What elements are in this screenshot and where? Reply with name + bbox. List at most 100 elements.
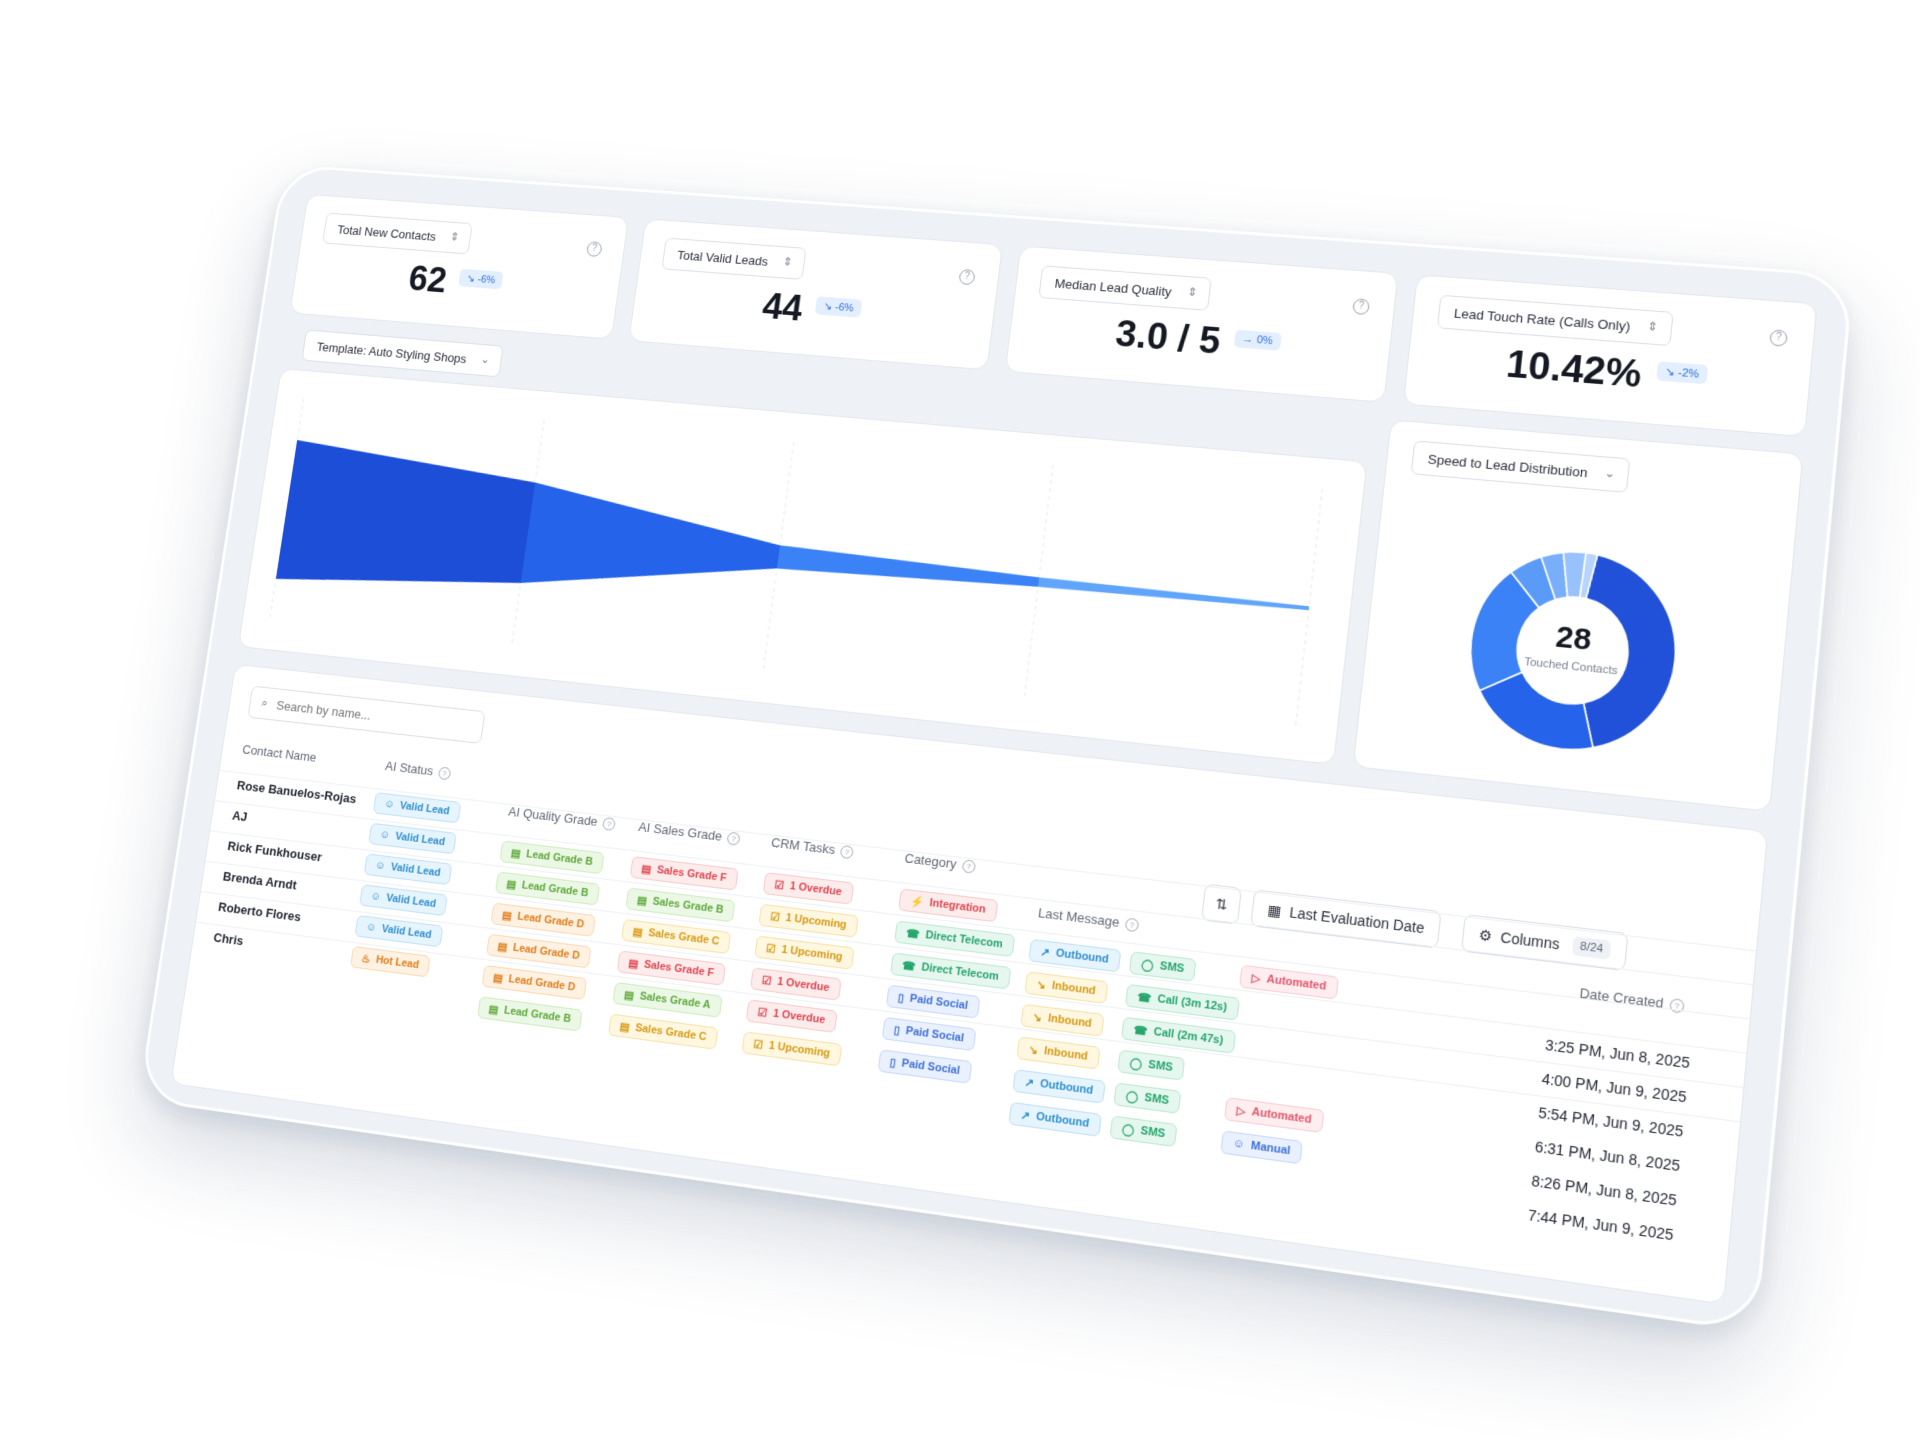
badge-label: Paid Social	[901, 1057, 961, 1077]
user-check-icon: ♨	[361, 952, 372, 966]
help-icon: ?	[840, 845, 854, 859]
phone-icon: ☎	[1137, 990, 1152, 1005]
kpi-value: 3.0 / 5 → 0%	[1009, 306, 1391, 377]
badge-label: 1 Overdue	[789, 880, 843, 898]
header-label: AI Status	[384, 758, 434, 778]
message-type-badge: ▷ Automated	[1224, 1097, 1324, 1133]
badge-label: Lead Grade B	[525, 848, 593, 868]
date-created: 4:00 PM, Jun 9, 2025	[1541, 1070, 1687, 1106]
badge-label: Outbound	[1035, 1111, 1090, 1131]
kpi-select-touch-rate[interactable]: Lead Touch Rate (Calls Only) ⇕	[1437, 295, 1673, 346]
help-icon[interactable]: ?	[586, 241, 603, 257]
kpi-select-new-contacts[interactable]: Total New Contacts ⇕	[322, 213, 473, 255]
document-icon: ▤	[623, 988, 635, 1002]
badge-label: SMS	[1148, 1059, 1174, 1075]
checkbox-icon: ☑	[770, 909, 781, 923]
last-evaluation-date-button[interactable]: ▦ Last Evaluation Date	[1250, 889, 1442, 948]
document-icon: ▤	[492, 971, 503, 985]
speed-to-lead-card: Speed to Lead Distribution ⌄ 28 Touched C…	[1353, 419, 1804, 812]
document-icon: ▤	[641, 862, 653, 876]
plug-icon: ⚡	[909, 894, 924, 909]
badge-label: Valid Lead	[399, 800, 450, 817]
play-icon: ▷	[1251, 971, 1261, 985]
contact-name[interactable]: Rose Banuelos-Rojas	[236, 778, 357, 806]
funnel-segment[interactable]	[1038, 577, 1309, 613]
badge-label: Valid Lead	[385, 892, 436, 910]
search-input[interactable]	[274, 696, 469, 734]
category-badge: ▯ Paid Social	[882, 1017, 976, 1051]
kpi-select-median-quality[interactable]: Median Lead Quality ⇕	[1038, 265, 1212, 310]
sort-icon: ⇅	[1215, 895, 1229, 914]
contact-name[interactable]: Brenda Arndt	[222, 869, 298, 893]
dashboard-device: Total New Contacts ⇕ ? 62 ↘ -6% Total Vali…	[138, 164, 1854, 1333]
badge-label: SMS	[1159, 960, 1185, 975]
help-icon[interactable]: ?	[1769, 329, 1788, 346]
badge-label: 1 Overdue	[776, 976, 830, 995]
funnel-segment[interactable]	[521, 483, 786, 609]
template-select[interactable]: Template: Auto Styling Shops ⌄	[301, 329, 503, 377]
contact-name[interactable]: Chris	[213, 930, 245, 948]
kpi-change-badge: ↘ -6%	[458, 269, 503, 290]
search-box[interactable]: ⌕	[247, 686, 485, 744]
arrow-up-right-icon: ↗	[1024, 1075, 1035, 1090]
message-direction-badge: ↘ Inbound	[1020, 1004, 1104, 1037]
message-direction-badge: ↘ Inbound	[1024, 971, 1108, 1004]
date-created: 7:44 PM, Jun 9, 2025	[1527, 1206, 1674, 1243]
help-icon[interactable]: ?	[958, 269, 975, 285]
checkbox-icon: ☑	[761, 973, 772, 987]
badge-label: Lead Grade B	[521, 879, 589, 899]
funnel-segment[interactable]	[777, 545, 1040, 594]
sort-arrows-icon: ⇕	[1187, 285, 1199, 299]
kpi-value-text: 3.0 / 5	[1113, 314, 1222, 363]
badge-label: Direct Telecom	[925, 929, 1004, 951]
badge-label: Outbound	[1055, 947, 1109, 966]
badge-label: Sales Grade F	[656, 864, 727, 884]
checkbox-icon: ☑	[774, 878, 785, 892]
badge-label: Lead Grade D	[512, 942, 580, 962]
columns-label: Columns	[1500, 929, 1561, 953]
device-icon: ▯	[889, 1055, 897, 1069]
phone-icon: ☎	[901, 958, 916, 973]
help-icon[interactable]: ?	[1352, 298, 1370, 315]
document-icon: ▤	[628, 956, 640, 970]
message-channel-badge: ◯ SMS	[1117, 1049, 1185, 1080]
header-ai-sales-grade[interactable]: AI Sales Grade?	[638, 819, 741, 846]
device-icon: ▯	[893, 1023, 901, 1037]
header-ai-status[interactable]: AI Status?	[384, 758, 451, 780]
user-check-icon: ☺	[379, 829, 391, 842]
kpi-value: 10.42% ↘ -2%	[1407, 336, 1811, 410]
contact-name[interactable]: AJ	[231, 808, 248, 824]
header-contact-name[interactable]: Contact Name	[241, 742, 317, 765]
chat-icon: ◯	[1140, 957, 1154, 972]
chat-icon: ◯	[1129, 1056, 1143, 1071]
kpi-card-valid-leads: Total Valid Leads ⇕ ? 44 ↘ -6%	[628, 218, 1003, 370]
message-channel-badge: ◯ SMS	[1109, 1115, 1177, 1147]
funnel-segment[interactable]	[276, 440, 538, 604]
header-ai-quality-grade[interactable]: AI Quality Grade?	[507, 804, 616, 831]
kpi-select-label: Total New Contacts	[336, 222, 436, 243]
header-crm-tasks[interactable]: CRM Tasks?	[770, 835, 854, 860]
columns-button[interactable]: ⚙ Columns 8/24	[1461, 914, 1629, 971]
user-check-icon: ☺	[383, 798, 395, 811]
kpi-change-badge: → 0%	[1234, 330, 1282, 351]
document-icon: ▤	[632, 925, 644, 939]
date-created: 8:26 PM, Jun 8, 2025	[1531, 1172, 1678, 1209]
badge-label: Inbound	[1051, 980, 1096, 998]
sort-arrows-icon: ⇕	[782, 255, 793, 269]
crm-task-badge[interactable]: ☑ 1 Overdue	[746, 999, 838, 1033]
category-badge: ▯ Paid Social	[878, 1049, 973, 1084]
arrow-down-right-icon: ↘	[1036, 977, 1047, 991]
badge-label: Lead Grade D	[508, 973, 576, 994]
help-icon: ?	[602, 817, 616, 831]
kpi-select-valid-leads[interactable]: Total Valid Leads ⇕	[661, 238, 806, 280]
badge-label: Sales Grade A	[639, 990, 711, 1011]
crm-task-badge[interactable]: ☑ 1 Upcoming	[741, 1031, 842, 1066]
badge-label: 1 Upcoming	[785, 912, 847, 931]
kpi-select-label: Total Valid Leads	[676, 247, 769, 268]
user-check-icon: ☺	[370, 890, 382, 903]
help-icon: ?	[438, 767, 452, 781]
message-direction-badge: ↗ Outbound	[1028, 939, 1121, 973]
badge-label: Sales Grade C	[635, 1022, 708, 1043]
message-direction-badge: ↘ Inbound	[1016, 1036, 1100, 1069]
sort-arrows-icon: ⇕	[1647, 319, 1659, 334]
